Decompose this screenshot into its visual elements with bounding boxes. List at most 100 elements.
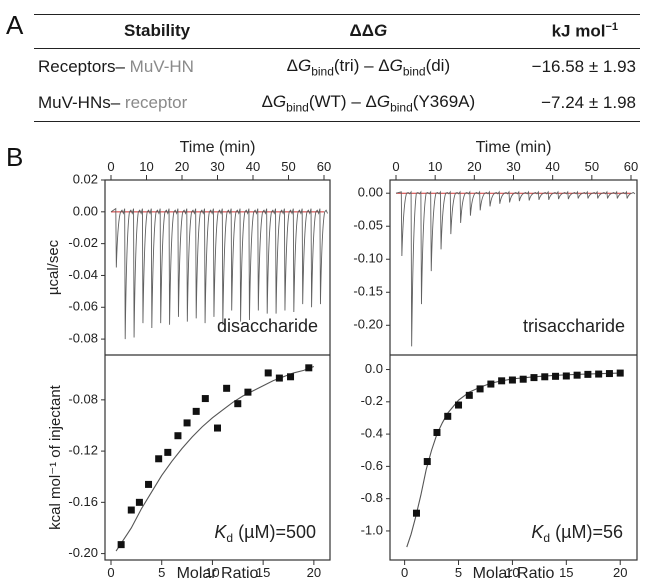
x-tick-label-top: 50: [281, 159, 295, 174]
y-axis-title-raw: µcal/sec: [45, 239, 62, 295]
y-axis-title-iso: kcal mol⁻¹ of injectant: [47, 384, 64, 529]
data-point: [487, 380, 495, 388]
kd-value: (µM)=56: [550, 522, 623, 542]
data-point: [192, 407, 200, 415]
formula-part: Δ: [286, 55, 298, 75]
x-tick-label-top: 10: [428, 159, 442, 174]
data-point: [433, 428, 441, 436]
data-point: [465, 391, 473, 399]
data-point: [508, 376, 516, 384]
kd-value: (µM)=500: [233, 522, 316, 542]
data-point: [287, 373, 295, 381]
data-point: [476, 385, 484, 393]
stability-table: Stability ΔΔG kJ mol−1 Receptors– MuV-HN…: [34, 14, 640, 123]
y-tick-label: 0.00: [73, 203, 98, 218]
x-tick-label-top: 30: [210, 159, 224, 174]
x-tick-label: 0: [401, 565, 408, 580]
formula-part: G: [389, 55, 403, 75]
y-tick-label: -0.15: [353, 284, 383, 299]
x-tick-label: 20: [613, 565, 627, 580]
data-point: [552, 372, 560, 380]
formula-part: (Y369A): [412, 92, 476, 112]
raw-heat-trace: [110, 207, 328, 340]
fit-curve: [406, 372, 621, 548]
y-tick-label: 0.02: [73, 171, 98, 186]
formula-part: G: [272, 92, 287, 112]
kd-subscript: d: [543, 531, 550, 545]
data-point: [455, 401, 463, 409]
y-tick-label: 0.00: [358, 185, 383, 200]
data-point: [264, 369, 272, 377]
x-tick-label: 20: [307, 565, 321, 580]
data-point: [519, 375, 527, 383]
y-tick-label: 0.0: [365, 361, 383, 376]
data-point: [164, 448, 172, 456]
data-point: [595, 370, 603, 378]
x-tick-label: 5: [455, 565, 462, 580]
data-point: [444, 412, 452, 420]
y-tick-label: -0.8: [361, 490, 383, 505]
x-tick-label-top: 20: [175, 159, 189, 174]
y-tick-label: -0.20: [353, 317, 383, 332]
formula-part: (tri) – Δ: [333, 55, 390, 75]
kd-symbol: K: [214, 522, 227, 542]
data-point: [145, 480, 153, 488]
table-row: MuV-HNs– receptor ΔGbind(WT) – ΔGbind(Y3…: [34, 85, 640, 123]
y-tick-label: -0.05: [353, 218, 383, 233]
row-label: Receptors– MuV-HN: [38, 56, 194, 76]
kd-symbol: K: [531, 522, 544, 542]
sample-label: trisaccharide: [523, 316, 625, 336]
sample-label: disaccharide: [217, 316, 318, 336]
table-row: Receptors– MuV-HN ΔGbind(tri) – ΔGbind(d…: [34, 48, 640, 85]
x-tick-label: 15: [256, 565, 270, 580]
y-tick-label: -1.0: [361, 522, 383, 537]
data-point: [573, 371, 581, 379]
x-axis-title-top: Time (min): [180, 139, 256, 156]
formula-part: G: [376, 92, 391, 112]
y-tick-label: -0.06: [68, 299, 98, 314]
formula-part: bind: [402, 64, 426, 79]
row-formula: ΔGbind(tri) – ΔGbind(di): [234, 48, 504, 85]
kd-subscript: d: [226, 531, 233, 545]
data-point: [201, 395, 209, 403]
y-tick-label: -0.20: [68, 545, 98, 560]
x-tick-label-top: 0: [107, 159, 114, 174]
data-point: [423, 458, 431, 466]
y-tick-label: -0.2: [361, 393, 383, 408]
data-point: [275, 374, 283, 382]
panel-letter-b: B: [6, 142, 24, 172]
data-point: [244, 388, 252, 396]
data-point: [117, 541, 125, 549]
data-point: [214, 424, 221, 432]
x-tick-label-top: 50: [585, 159, 599, 174]
x-tick-label-top: 40: [246, 159, 260, 174]
y-tick-label: -0.12: [68, 443, 98, 458]
y-tick-label: -0.02: [68, 235, 98, 250]
y-tick-label: -0.4: [361, 426, 383, 441]
formula-part: bind: [286, 100, 309, 115]
table-header-row: Stability ΔΔG kJ mol−1: [34, 14, 640, 49]
x-tick-label: 15: [559, 565, 573, 580]
data-point: [616, 369, 624, 377]
x-tick-label-top: 0: [392, 159, 399, 174]
formula-part: bind: [311, 64, 334, 79]
formula-part: Δ: [261, 92, 273, 112]
x-axis-title: Molar Ratio: [177, 565, 259, 581]
data-point: [562, 372, 570, 380]
header-ddg: ΔΔG: [233, 14, 504, 49]
data-point: [498, 377, 506, 385]
x-axis-title: Molar Ratio: [473, 565, 555, 581]
data-point: [605, 370, 613, 378]
row-label: MuV-HNs– receptor: [34, 85, 234, 123]
x-tick-label: 10: [505, 565, 519, 580]
data-point: [135, 498, 143, 506]
x-tick-label-top: 10: [139, 159, 153, 174]
panel-letter-a: A: [6, 10, 24, 40]
y-tick-label: -0.6: [361, 458, 383, 473]
x-tick-label-top: 30: [506, 159, 520, 174]
y-tick-label: -0.04: [68, 267, 98, 282]
x-tick-label-top: 20: [467, 159, 481, 174]
kd-annotation: Kd (µM)=56: [531, 522, 623, 545]
